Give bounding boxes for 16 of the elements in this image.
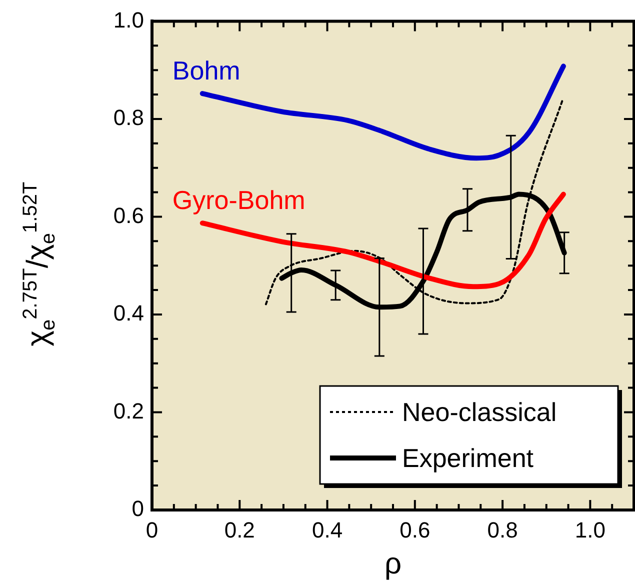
- y-tick-label: 1.0: [113, 7, 144, 32]
- y-tick-label: 0.4: [113, 300, 144, 326]
- series-label: Bohm: [172, 56, 240, 86]
- legend-label: Experiment: [402, 443, 534, 474]
- x-tick-label: 1.0: [574, 517, 606, 542]
- y-tick-label: 0.6: [113, 202, 144, 228]
- x-axis-title: ρ: [384, 547, 402, 580]
- legend-label: Neo-classical: [402, 397, 557, 428]
- x-tick-label: 0.8: [487, 517, 518, 542]
- y-tick-label: 0.8: [113, 105, 144, 130]
- x-tick-label: 0.2: [224, 517, 255, 542]
- y-tick-label: 0.2: [113, 398, 144, 424]
- y-tick-label: 0: [132, 496, 144, 522]
- x-tick-label: 0.4: [312, 517, 343, 542]
- series-label: Gyro-Bohm: [172, 185, 306, 216]
- x-tick-label: 0.6: [400, 517, 430, 542]
